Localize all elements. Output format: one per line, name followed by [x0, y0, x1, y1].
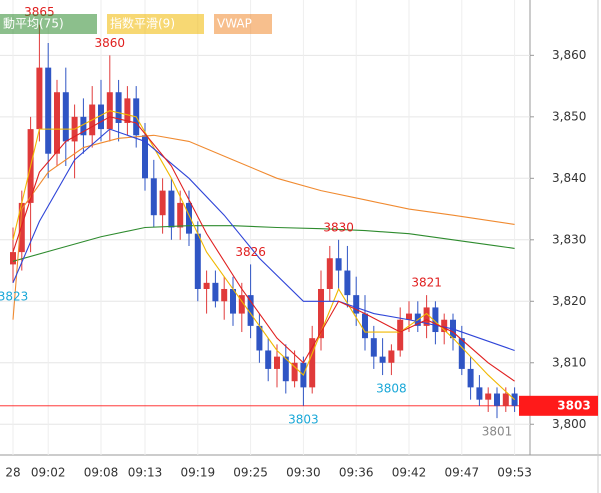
candle-body	[247, 295, 254, 326]
candle-body	[18, 202, 25, 253]
y-tick-label: 3,840	[552, 171, 586, 185]
x-tick-label: 09:30	[286, 466, 321, 480]
legend-label: 動平均(75)	[3, 17, 64, 31]
candle-body	[98, 104, 104, 130]
legend-swatch	[0, 14, 97, 34]
x-tick-label: 28	[5, 466, 20, 480]
candle-body	[423, 307, 430, 326]
candle-body	[388, 350, 395, 363]
candle-body	[502, 393, 509, 406]
candle-body	[168, 190, 175, 228]
candle-body	[458, 338, 465, 369]
candle-body	[124, 98, 131, 123]
candle-body	[432, 307, 439, 333]
legend-label: 指数平滑(9)	[110, 16, 175, 31]
candle-body	[291, 362, 298, 382]
candle-body	[335, 258, 342, 271]
candle-body	[476, 387, 483, 400]
candle-body	[221, 288, 228, 302]
price-annotation: 3823	[0, 289, 28, 303]
x-tick-label: 09:19	[181, 466, 216, 480]
candle-body	[212, 282, 219, 302]
legend-swatch	[107, 14, 204, 34]
candle-body	[230, 288, 236, 314]
candle-body	[80, 116, 87, 136]
x-tick-label: 09:47	[445, 466, 480, 480]
candle-body	[194, 233, 201, 289]
price-annotation: 3808	[376, 382, 407, 396]
candle-body	[370, 338, 377, 357]
y-tick-label: 3,830	[552, 232, 586, 246]
indicator-line	[12, 116, 515, 382]
candle-body	[256, 325, 263, 351]
price-annotation: 3821	[411, 276, 442, 290]
candle-body	[177, 202, 184, 228]
candle-body	[467, 368, 474, 388]
candle-body	[397, 319, 404, 351]
x-tick-label: 09:25	[233, 466, 268, 480]
last-price-box	[519, 395, 598, 416]
price-annotation: 3860	[95, 36, 126, 50]
candle-body	[494, 393, 500, 406]
candle-body	[142, 135, 148, 179]
candle-body	[238, 295, 245, 314]
indicator-line	[12, 225, 515, 262]
x-tick-label: 09:42	[392, 466, 427, 480]
candle-body	[115, 92, 122, 123]
y-tick-label: 3,810	[552, 355, 586, 369]
candle-body	[353, 295, 360, 314]
candle-body	[362, 313, 368, 339]
x-tick-label: 09:02	[31, 466, 66, 480]
candle-body	[159, 190, 166, 216]
candle-body	[274, 356, 280, 369]
y-tick-label: 3,860	[552, 48, 586, 62]
candle-body	[344, 270, 351, 296]
candle-body	[186, 202, 192, 234]
indicator-line	[12, 128, 515, 351]
x-tick-label: 09:13	[128, 466, 163, 480]
y-tick-label: 3,850	[552, 109, 586, 123]
legend-label: VWAP	[217, 17, 252, 31]
candle-body	[318, 288, 324, 339]
price-annotation: 3803	[288, 412, 319, 426]
candle-body	[379, 356, 386, 363]
candle-body	[309, 338, 316, 388]
x-tick-label: 09:08	[84, 466, 119, 480]
candle-body	[265, 350, 272, 369]
candle-body	[485, 393, 492, 400]
y-tick-label: 3,800	[552, 417, 586, 431]
price-annotation: 3826	[235, 245, 266, 259]
candle-body	[62, 92, 69, 142]
candle-body	[406, 313, 412, 320]
x-tick-label: 09:36	[339, 466, 374, 480]
y-tick-label: 3,820	[552, 294, 586, 308]
candle-body	[326, 258, 333, 289]
candle-body	[203, 282, 210, 289]
candle-body	[10, 252, 16, 265]
x-tick-label: 09:53	[497, 466, 532, 480]
candle-body	[36, 67, 43, 130]
candle-body	[45, 67, 52, 154]
legend-swatch	[214, 14, 272, 34]
price-annotation: 3801	[482, 425, 513, 439]
price-annotation: 3830	[323, 220, 354, 234]
candle-body	[441, 319, 448, 333]
candle-body	[282, 356, 289, 382]
candle-body	[54, 92, 60, 154]
candle-body	[150, 178, 157, 216]
indicator-line	[12, 110, 515, 401]
indicator-line	[12, 134, 515, 320]
last-price-label: 3803	[557, 398, 590, 412]
